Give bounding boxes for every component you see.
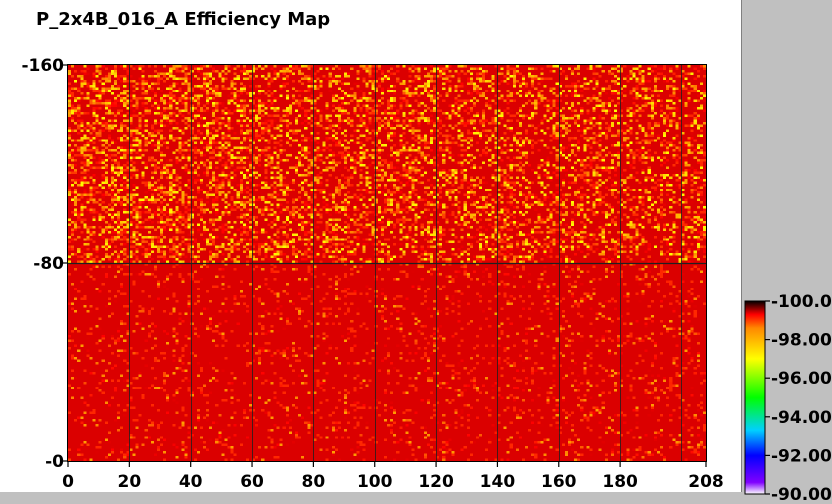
x-tick-label: 208 — [688, 472, 724, 492]
color-scale-bar — [744, 300, 766, 495]
x-tick-label: 100 — [357, 472, 393, 492]
y-axis-ticks: -0 -80 -160 — [21, 56, 68, 472]
color-scale-tick-label: -100.00 — [771, 292, 832, 312]
color-scale-tick-label: -98.00 — [771, 331, 832, 351]
x-tick-label: 80 — [302, 472, 326, 492]
chart-title: P_2x4B_016_A Efficiency Map — [36, 9, 330, 30]
y-tick-label: -160 — [21, 56, 64, 76]
bottom-panel — [0, 492, 832, 504]
y-tick-label: -0 — [45, 452, 64, 472]
section-boundaries — [68, 65, 706, 461]
x-tick-label: 0 — [62, 472, 74, 492]
color-scale-gradient — [744, 300, 766, 495]
x-tick-label: 140 — [480, 472, 516, 492]
color-scale-ticks: -100.00 -98.00 -96.00 -94.00 -92.00 -90.00 — [765, 292, 832, 504]
x-axis-ticks: 0 20 40 60 80 100 120 140 160 180 208 — [62, 461, 724, 492]
x-tick-label: 160 — [541, 472, 577, 492]
color-scale-tick-label: -92.00 — [771, 446, 832, 466]
x-tick-label: 60 — [240, 472, 264, 492]
color-scale-tick-label: -90.00 — [771, 485, 832, 504]
color-scale-tick-label: -94.00 — [771, 408, 832, 428]
y-tick-label: -80 — [33, 254, 64, 274]
x-tick-label: 20 — [118, 472, 142, 492]
x-tick-label: 180 — [602, 472, 638, 492]
x-tick-label: 40 — [179, 472, 203, 492]
x-tick-label: 120 — [418, 472, 454, 492]
color-scale-tick-label: -96.00 — [771, 369, 832, 389]
